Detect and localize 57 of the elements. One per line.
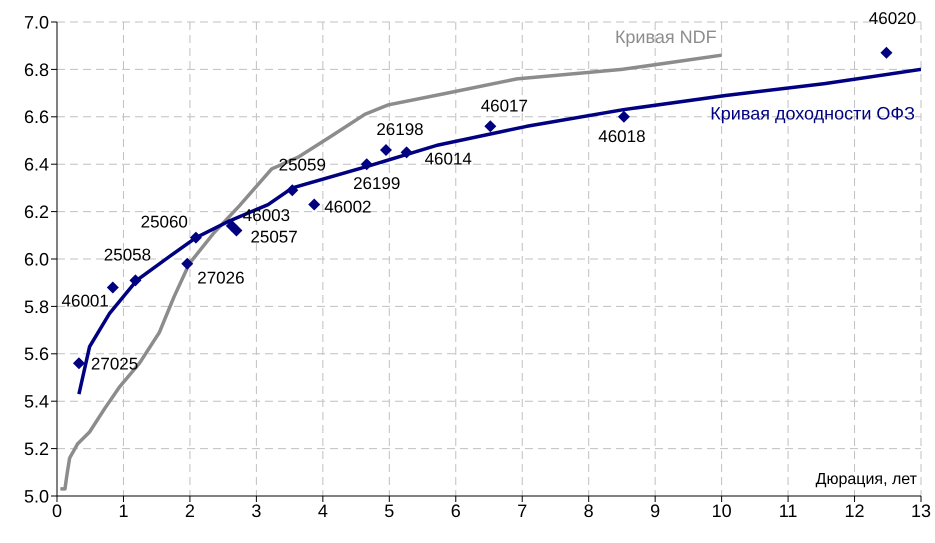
point [230,224,242,237]
point [72,357,85,370]
x-tick-label: 5 [384,500,394,521]
y-tick-label: 6.4 [24,154,49,175]
annotation: 46003 [242,206,290,225]
x-tick-label: 13 [910,500,932,521]
x-tick-label: 1 [118,500,128,521]
y-tick-label: 6.6 [24,107,49,128]
y-tick-label: 5.8 [24,296,49,317]
x-tick-label: 6 [450,500,461,521]
y-tick-label: 6.2 [24,202,49,222]
annotation: 25057 [250,228,298,247]
x-tick-label: 0 [52,500,62,521]
point [181,258,194,270]
point [106,281,119,294]
annotation: 46017 [480,96,528,116]
x-tick-label: 9 [650,500,660,521]
point [380,144,392,156]
y-tick-label: 6.8 [24,60,49,80]
point [360,158,373,170]
x-tick-label: 10 [712,500,732,521]
annotation: 46001 [62,291,109,310]
point [880,46,892,59]
point [484,120,496,132]
annotation: 46014 [424,149,472,168]
y-tick-label: 7.0 [24,12,49,32]
x-tick-label: 11 [778,500,798,521]
y-tick-label: 6.0 [24,249,49,270]
point [129,274,142,286]
y-tick-label: 5.2 [24,438,49,459]
x-tick-label: 4 [318,500,328,521]
point [308,198,320,210]
x-tick-label: 8 [584,500,594,521]
x-axis-title: Дюрация, лет [816,471,918,488]
y-tick-label: 5.0 [24,486,49,506]
x-tick-label: 3 [251,500,262,521]
annotation: 25058 [104,245,152,264]
y-tick-label: 5.4 [24,392,49,412]
y-tick-label: 5.6 [24,344,49,364]
annotation: 46002 [324,197,372,216]
annotation: 26198 [376,120,424,139]
series-label: Кривая доходности ОФЗ [710,103,915,124]
annotation: 25059 [278,155,326,174]
point [190,232,202,244]
annotation: 25060 [140,212,188,232]
x-tick-label: 12 [844,500,865,521]
annotation: 27025 [90,354,138,374]
point [400,146,413,158]
point [286,184,298,196]
x-tick-label: 7 [517,500,528,521]
annotation: 46018 [598,126,646,146]
point [618,110,630,123]
annotation: 27026 [197,268,245,288]
x-tick-label: 2 [184,500,195,521]
annotation: 46020 [868,8,916,28]
annotation: 26199 [353,174,400,194]
series-label: Кривая NDF [614,27,717,48]
